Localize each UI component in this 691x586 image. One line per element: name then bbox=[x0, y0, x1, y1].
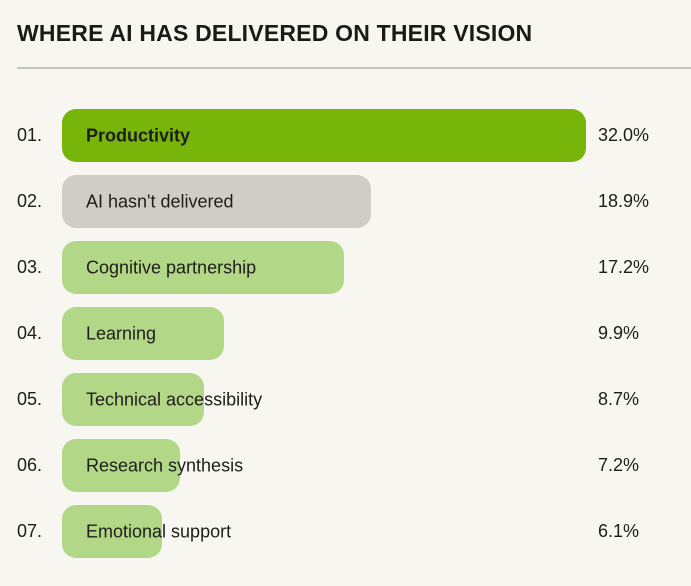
rank-label: 04. bbox=[17, 323, 43, 343]
rank-label: 07. bbox=[17, 521, 43, 541]
bar bbox=[62, 439, 180, 492]
bar-track: Research synthesis bbox=[62, 439, 586, 492]
bar-track: Emotional support bbox=[62, 505, 586, 558]
bar-row: 03. Cognitive partnership 17.2% bbox=[0, 241, 691, 294]
bar bbox=[62, 109, 586, 162]
rank-label: 06. bbox=[17, 455, 43, 475]
bar-row: 02. AI hasn't delivered 18.9% bbox=[0, 175, 691, 228]
chart-page: WHERE AI HAS DELIVERED ON THEIR VISION 0… bbox=[0, 20, 691, 558]
title-divider bbox=[17, 67, 691, 69]
bar-label: Research synthesis bbox=[86, 455, 244, 475]
bar-row: 07. Emotional support 6.1% bbox=[0, 505, 691, 558]
bar-label: Cognitive partnership bbox=[86, 257, 257, 277]
bar-label: Emotional support bbox=[86, 521, 232, 541]
rank-label: 01. bbox=[17, 125, 43, 145]
value-label: 6.1% bbox=[598, 521, 640, 541]
bar-row: 05. Technical accessibility 8.7% bbox=[0, 373, 691, 426]
bar-label: Productivity bbox=[86, 125, 191, 145]
rank-label: 03. bbox=[17, 257, 43, 277]
rank-label: 05. bbox=[17, 389, 43, 409]
bar-track: Learning bbox=[62, 307, 586, 360]
bar-row: 04. Learning 9.9% bbox=[0, 307, 691, 360]
bar-list: 01. Productivity 32.0% 02. AI hasn't deliver… bbox=[0, 109, 691, 558]
value-label: 9.9% bbox=[598, 323, 640, 343]
bar bbox=[62, 505, 162, 558]
value-label: 8.7% bbox=[598, 389, 640, 409]
bar-label: AI hasn't delivered bbox=[86, 191, 234, 211]
bar-label: Technical accessibility bbox=[86, 389, 263, 409]
bar-row: 06. Research synthesis 7.2% bbox=[0, 439, 691, 492]
value-label: 18.9% bbox=[598, 191, 650, 211]
bar bbox=[62, 175, 372, 228]
rank-label: 02. bbox=[17, 191, 43, 211]
bar-track: AI hasn't delivered bbox=[62, 175, 586, 228]
bar bbox=[62, 307, 225, 360]
bar-track: Cognitive partnership bbox=[62, 241, 586, 294]
bar bbox=[62, 241, 344, 294]
bar-track: Productivity bbox=[62, 109, 586, 162]
bar-track: Technical accessibility bbox=[62, 373, 586, 426]
value-label: 32.0% bbox=[598, 125, 650, 145]
chart-title: WHERE AI HAS DELIVERED ON THEIR VISION bbox=[17, 20, 533, 46]
value-label: 7.2% bbox=[598, 455, 640, 475]
bar-label: Learning bbox=[86, 323, 157, 343]
bar bbox=[62, 373, 205, 426]
value-label: 17.2% bbox=[598, 257, 650, 277]
bar-row: 01. Productivity 32.0% bbox=[0, 109, 691, 162]
